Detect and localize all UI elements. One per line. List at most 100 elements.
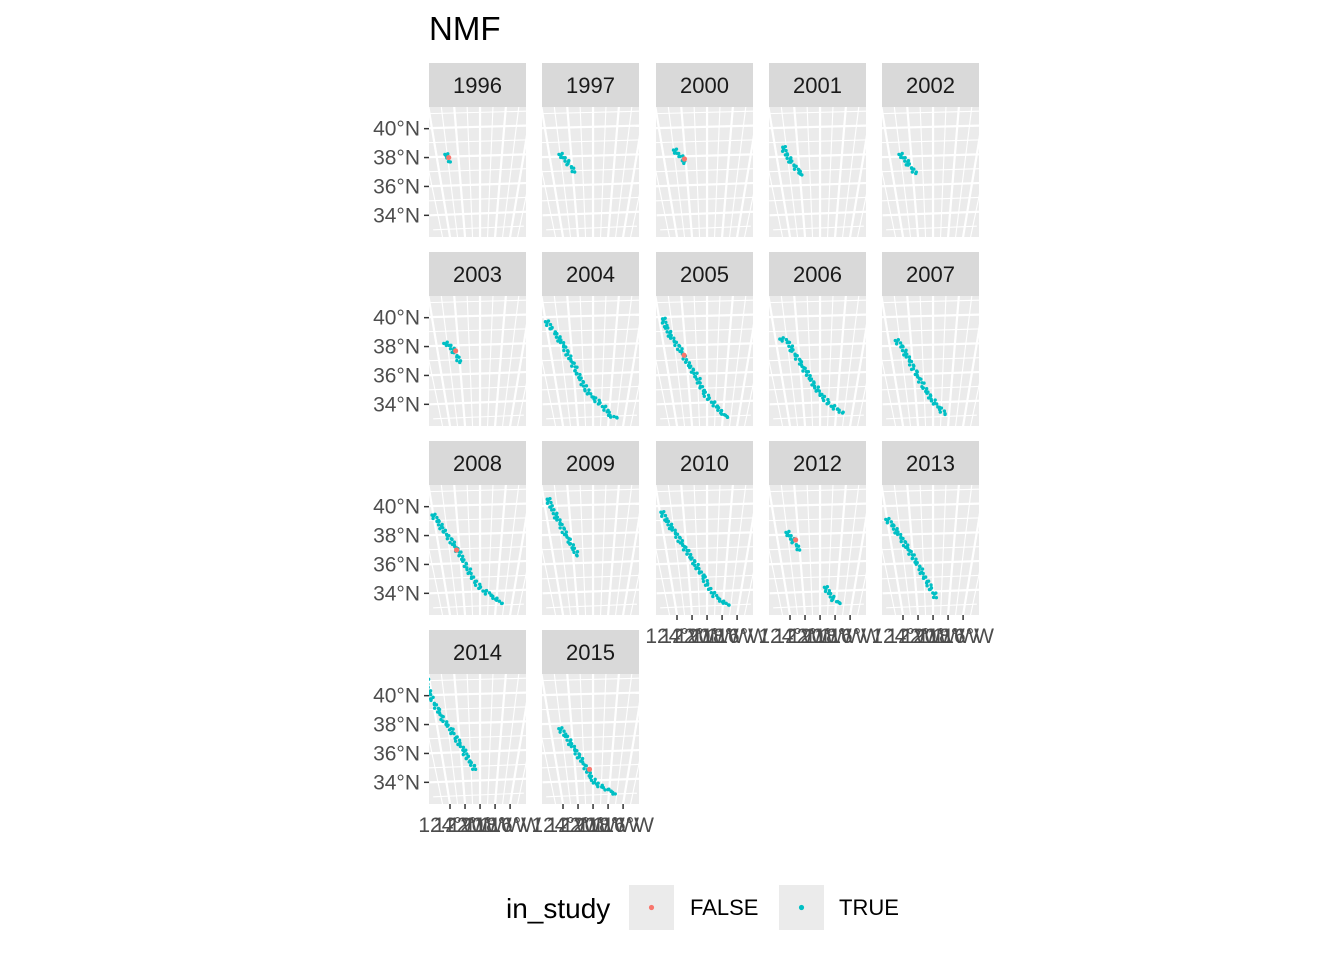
y-tick-label: 34°N bbox=[373, 582, 420, 605]
data-point-true bbox=[481, 589, 485, 593]
data-point-true bbox=[793, 357, 798, 361]
grid-line-lon bbox=[606, 107, 620, 237]
y-tick-label: 40°N bbox=[373, 685, 420, 708]
data-point-true bbox=[494, 597, 498, 602]
facet-panel-2006: 2006 bbox=[769, 252, 866, 426]
grid-line-lon bbox=[429, 358, 444, 426]
facet-strip-label: 2010 bbox=[680, 451, 729, 476]
grid-line-lon bbox=[630, 382, 639, 426]
data-point-true bbox=[461, 745, 466, 750]
data-point-true bbox=[572, 170, 577, 174]
grid-line-lat bbox=[882, 488, 979, 493]
y-tick-label: 36°N bbox=[373, 175, 420, 198]
data-point-true bbox=[445, 533, 449, 538]
data-point-true bbox=[432, 702, 437, 707]
grid-line-lon bbox=[833, 107, 847, 237]
data-point-true bbox=[565, 738, 569, 742]
y-tick-label: 38°N bbox=[373, 525, 420, 548]
grid-line-lon bbox=[656, 296, 679, 426]
x-tick-label: 122°W bbox=[886, 625, 949, 648]
data-point-true bbox=[920, 567, 925, 571]
data-point-true bbox=[583, 763, 587, 767]
data-point-true bbox=[720, 600, 725, 604]
data-point-true bbox=[840, 411, 845, 415]
data-point-true bbox=[435, 515, 439, 520]
grid-line-lon bbox=[429, 107, 452, 237]
data-point-true bbox=[469, 576, 474, 581]
facet-strip bbox=[656, 441, 753, 485]
grid-line-lat bbox=[542, 299, 639, 304]
data-point-true bbox=[906, 163, 910, 167]
data-point-true bbox=[827, 589, 832, 593]
grid-line-lon bbox=[542, 736, 557, 804]
grid-line-lon bbox=[848, 323, 866, 426]
data-point-true bbox=[571, 548, 575, 552]
data-point-true bbox=[716, 408, 720, 412]
data-point-true bbox=[835, 599, 840, 604]
grid-line-lon bbox=[780, 485, 799, 615]
data-point-true bbox=[900, 348, 905, 353]
data-point-true bbox=[792, 164, 796, 168]
data-point-true bbox=[816, 385, 821, 389]
facet-strip-label: 2014 bbox=[453, 640, 502, 665]
data-point-true bbox=[458, 744, 463, 749]
data-point-true bbox=[831, 407, 836, 411]
facet-panel-2004: 2004 bbox=[542, 252, 639, 426]
data-point-true bbox=[891, 527, 896, 531]
data-point-true bbox=[698, 386, 702, 390]
data-point-true bbox=[682, 161, 686, 166]
grid-line-lat bbox=[769, 488, 866, 493]
facet-panel-2000: 2000 bbox=[656, 63, 753, 237]
data-point-true bbox=[453, 739, 458, 743]
facet-panel-2014: 2014 40°N 38°N 36°N 34°N 124°W122°W120°W118°W… bbox=[373, 630, 541, 837]
data-point-true bbox=[680, 539, 685, 543]
data-point-true bbox=[558, 522, 562, 526]
grid-line-lon bbox=[579, 674, 587, 804]
data-point-true bbox=[666, 334, 671, 338]
grid-line-lon bbox=[919, 485, 927, 615]
data-point-true bbox=[928, 587, 932, 592]
grid-line-lon bbox=[848, 134, 866, 237]
data-point-true bbox=[570, 364, 574, 368]
data-point-true bbox=[567, 536, 571, 541]
data-point-true bbox=[929, 583, 933, 587]
grid-line-lon bbox=[542, 358, 557, 426]
data-point-true bbox=[423, 683, 426, 686]
data-point-true bbox=[781, 147, 786, 151]
data-point-true bbox=[603, 788, 607, 792]
data-point-true bbox=[429, 682, 430, 686]
data-point-true bbox=[568, 542, 572, 546]
data-point-true bbox=[711, 401, 716, 405]
data-point-true bbox=[464, 561, 468, 565]
data-point-true bbox=[575, 549, 580, 554]
data-point-true bbox=[677, 344, 682, 348]
data-point-true bbox=[813, 386, 817, 390]
data-point-true bbox=[558, 526, 562, 530]
grid-line-lat bbox=[542, 488, 639, 493]
grid-line-lon bbox=[720, 107, 734, 237]
data-point-true bbox=[452, 731, 456, 736]
data-point-true bbox=[932, 592, 937, 596]
grid-line-lon bbox=[502, 485, 520, 615]
grid-line-lon bbox=[600, 485, 607, 615]
facet-strip-label: 2007 bbox=[906, 262, 955, 287]
data-point-true bbox=[455, 355, 459, 359]
data-point-true bbox=[567, 356, 571, 361]
data-point-true bbox=[682, 544, 687, 549]
data-point-true bbox=[894, 342, 899, 346]
data-point-true bbox=[563, 159, 567, 163]
grid-line-lon bbox=[508, 323, 526, 426]
facet-strip bbox=[542, 63, 639, 107]
data-point-true bbox=[889, 520, 894, 524]
grid-line-lon bbox=[769, 296, 792, 426]
data-point-true bbox=[687, 361, 692, 365]
graticule bbox=[882, 107, 979, 237]
grid-line-lon bbox=[600, 296, 607, 426]
data-point-true bbox=[911, 367, 916, 371]
data-point-false bbox=[793, 537, 799, 543]
grid-line-lon bbox=[487, 296, 494, 426]
grid-line-lon bbox=[600, 674, 607, 804]
data-point-true bbox=[670, 528, 674, 532]
data-point-true bbox=[566, 742, 571, 747]
